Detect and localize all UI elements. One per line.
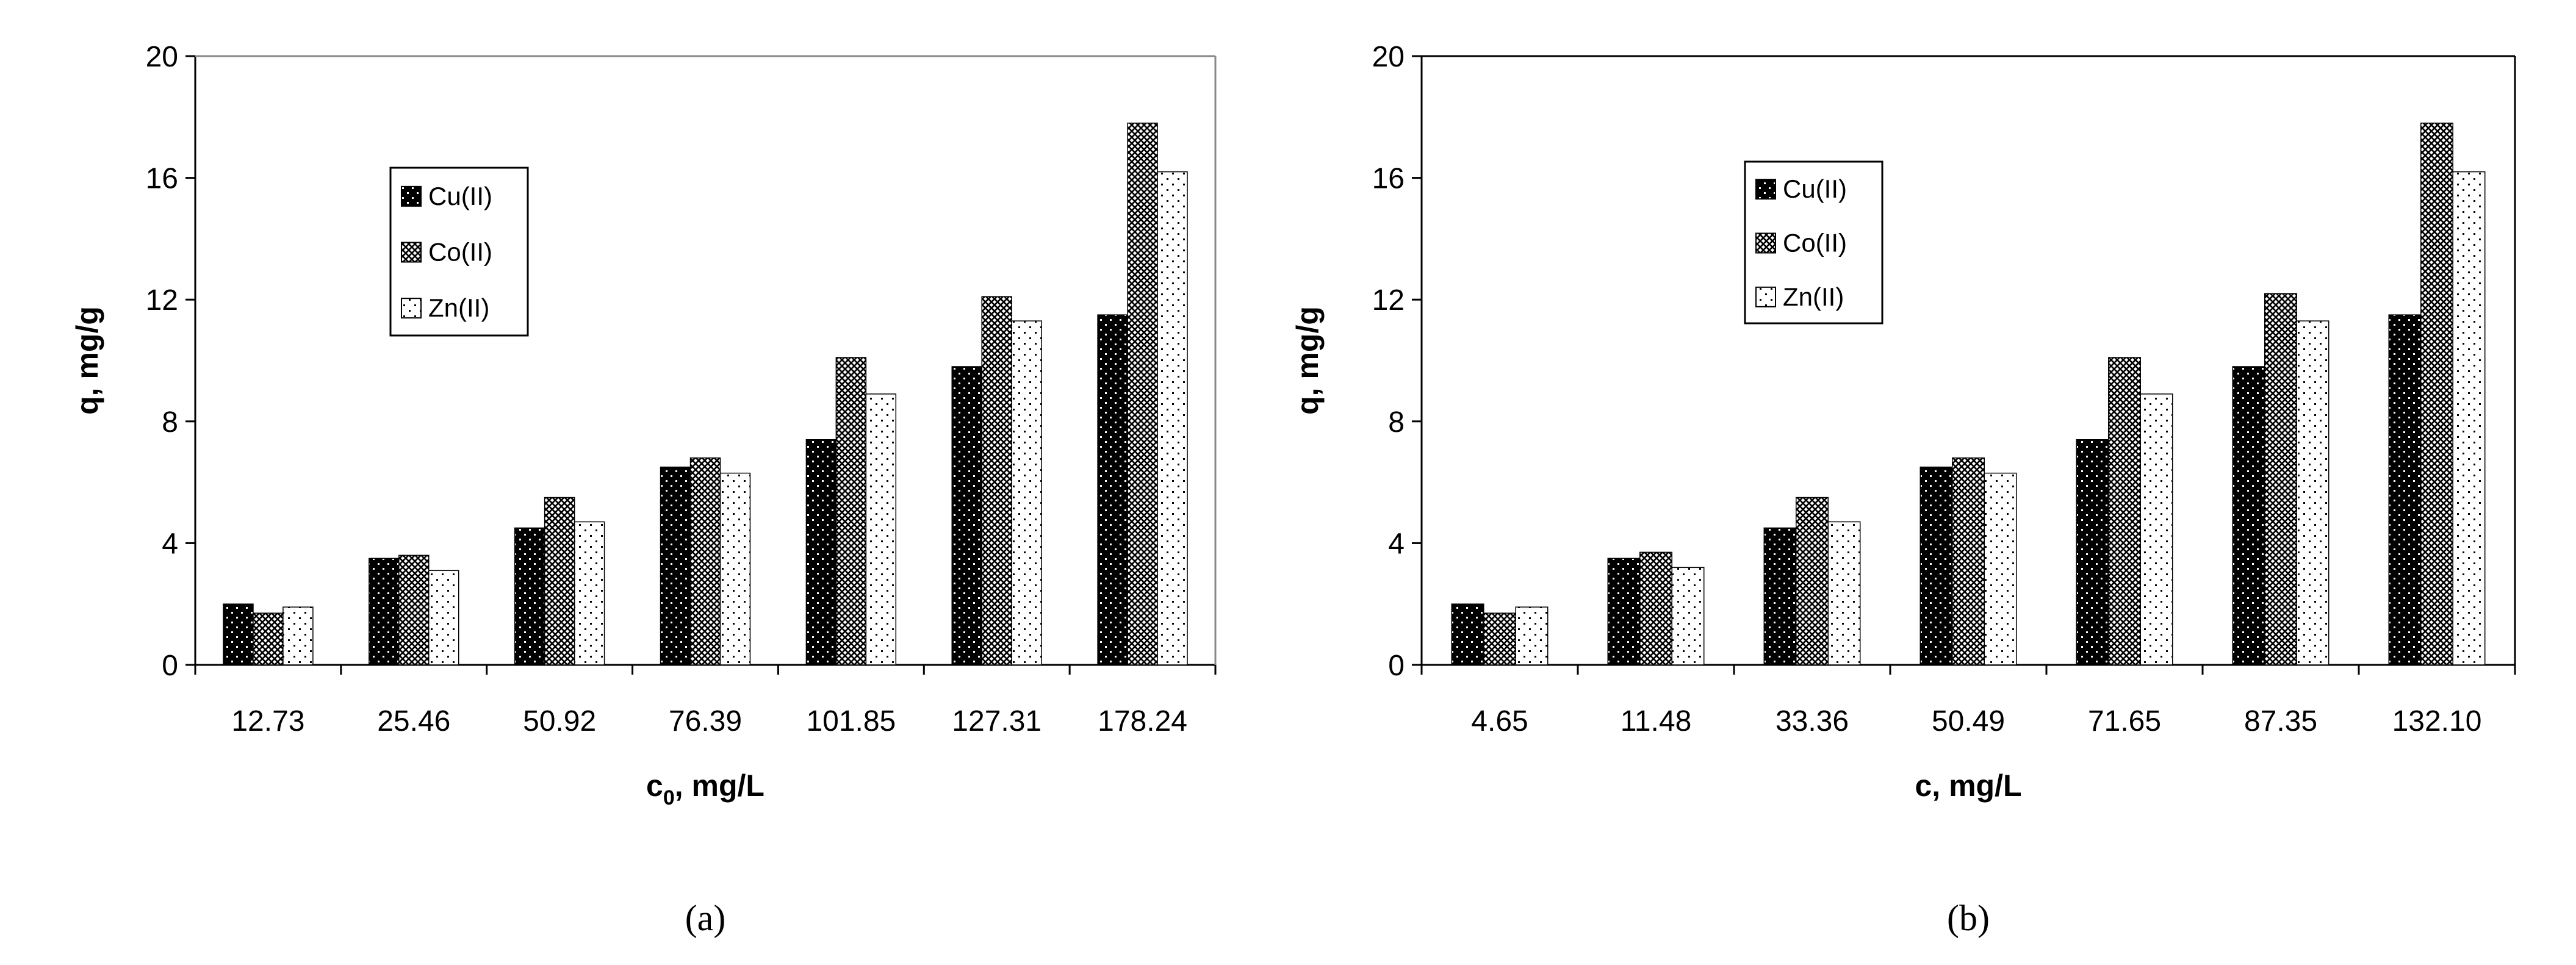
chart-panel-b: 0 4 8 12 16 20 4.65 11.48 33.36 50.49 71.65 87.35 13… [1290,41,2516,938]
bar-cuii-25.46 [369,558,400,665]
bar-coii-11.48 [1639,551,1672,665]
y-tick-label: 16 [1372,163,1405,195]
x-tick-label: 50.49 [1932,705,2005,737]
bar-cuii-178.24 [1097,314,1128,665]
y-tick-label: 8 [1388,406,1405,439]
bar-znii-178.24 [1157,171,1188,665]
bar-coii-33.36 [1796,497,1829,665]
bar-znii-71.65 [2140,393,2173,665]
bar-znii-11.48 [1671,567,1705,665]
legend-swatch [401,298,422,319]
y-tick-label: 16 [146,163,178,195]
y-axis-label: q, mg/g [70,306,104,415]
x-tick-label: 87.35 [2244,705,2317,737]
legend-label: Cu(II) [1783,174,1847,203]
legend-label: Zn(II) [1783,282,1844,311]
y-tick-label: 4 [162,528,178,560]
bar-znii-87.35 [2296,320,2330,665]
x-tick-label: 4.65 [1471,705,1528,737]
y-axis-label: q, mg/g [1290,306,1325,415]
bar-coii-12.73 [253,612,284,665]
bar-coii-25.46 [398,554,430,665]
bar-znii-132.10 [2452,171,2486,665]
bar-coii-76.39 [689,457,721,665]
bar-cuii-11.48 [1607,558,1641,665]
bar-coii-178.24 [1127,123,1158,665]
x-tick-label: 71.65 [2088,705,2161,737]
bar-znii-101.85 [865,393,897,665]
bar-znii-50.49 [1984,472,2017,665]
x-axis-label: c, mg/L [1915,769,2021,803]
x-tick-label: 50.92 [523,705,596,737]
panel-label-b: (b) [1947,898,1990,938]
bar-coii-50.49 [1952,457,1985,665]
bar-coii-127.31 [981,296,1012,665]
y-tick-label: 4 [1388,528,1405,560]
bar-coii-4.65 [1483,612,1516,665]
bar-cuii-71.65 [2076,439,2109,665]
legend-label: Co(II) [428,238,492,267]
bar-cuii-87.35 [2232,366,2265,665]
bar-cuii-50.49 [1919,466,1953,665]
y-tick-label: 20 [146,41,178,73]
x-tick-label: 132.10 [2392,705,2482,737]
y-tick-label: 0 [1388,650,1405,682]
bar-cuii-33.36 [1763,527,1797,665]
bar-znii-76.39 [719,472,751,665]
y-tick-label: 20 [1372,41,1405,73]
bar-coii-87.35 [2264,293,2297,665]
x-tick-label: 11.48 [1621,705,1692,737]
legend-label: Cu(II) [428,182,492,210]
bar-znii-50.92 [574,521,605,665]
legend-label: Zn(II) [428,293,489,322]
y-tick-label: 0 [162,650,178,682]
bar-cuii-101.85 [805,439,837,665]
bar-coii-71.65 [2108,357,2141,665]
panel-label-a: (a) [685,898,726,938]
bar-cuii-50.92 [514,527,545,665]
legend-label: Co(II) [1783,229,1847,257]
legend-swatch [1755,286,1776,307]
x-tick-label: 76.39 [669,705,742,737]
bar-znii-25.46 [428,570,459,665]
bar-coii-101.85 [835,357,867,665]
y-tick-label: 8 [162,406,178,439]
bar-cuii-132.10 [2388,314,2422,665]
bar-znii-12.73 [282,606,314,665]
x-tick-label: 101.85 [806,705,896,737]
x-tick-label: 25.46 [377,705,450,737]
x-tick-label: 127.31 [952,705,1042,737]
y-tick-label: 12 [1372,284,1405,317]
bar-coii-132.10 [2420,123,2453,665]
chart-panel-a: 0 4 8 12 16 20 12.73 25.46 50.92 76.39 101.85 127.3… [70,41,1217,938]
x-tick-label: 12.73 [231,705,304,737]
legend-swatch [1755,232,1776,254]
bar-znii-33.36 [1827,521,1861,665]
bar-znii-4.65 [1515,606,1549,665]
y-tick-label: 12 [146,284,178,317]
bar-cuii-12.73 [223,603,254,665]
x-tick-label: 33.36 [1775,705,1849,737]
bar-cuii-4.65 [1451,603,1484,665]
legend-swatch [1755,179,1776,200]
bar-coii-50.92 [544,497,575,665]
bar-znii-127.31 [1011,320,1042,665]
legend-swatch [401,185,422,207]
bar-cuii-76.39 [660,466,691,665]
x-axis-label: c0, mg/L [646,769,765,809]
x-tick-label: 178.24 [1098,705,1187,737]
bar-cuii-127.31 [951,366,982,665]
legend-swatch [401,242,422,263]
